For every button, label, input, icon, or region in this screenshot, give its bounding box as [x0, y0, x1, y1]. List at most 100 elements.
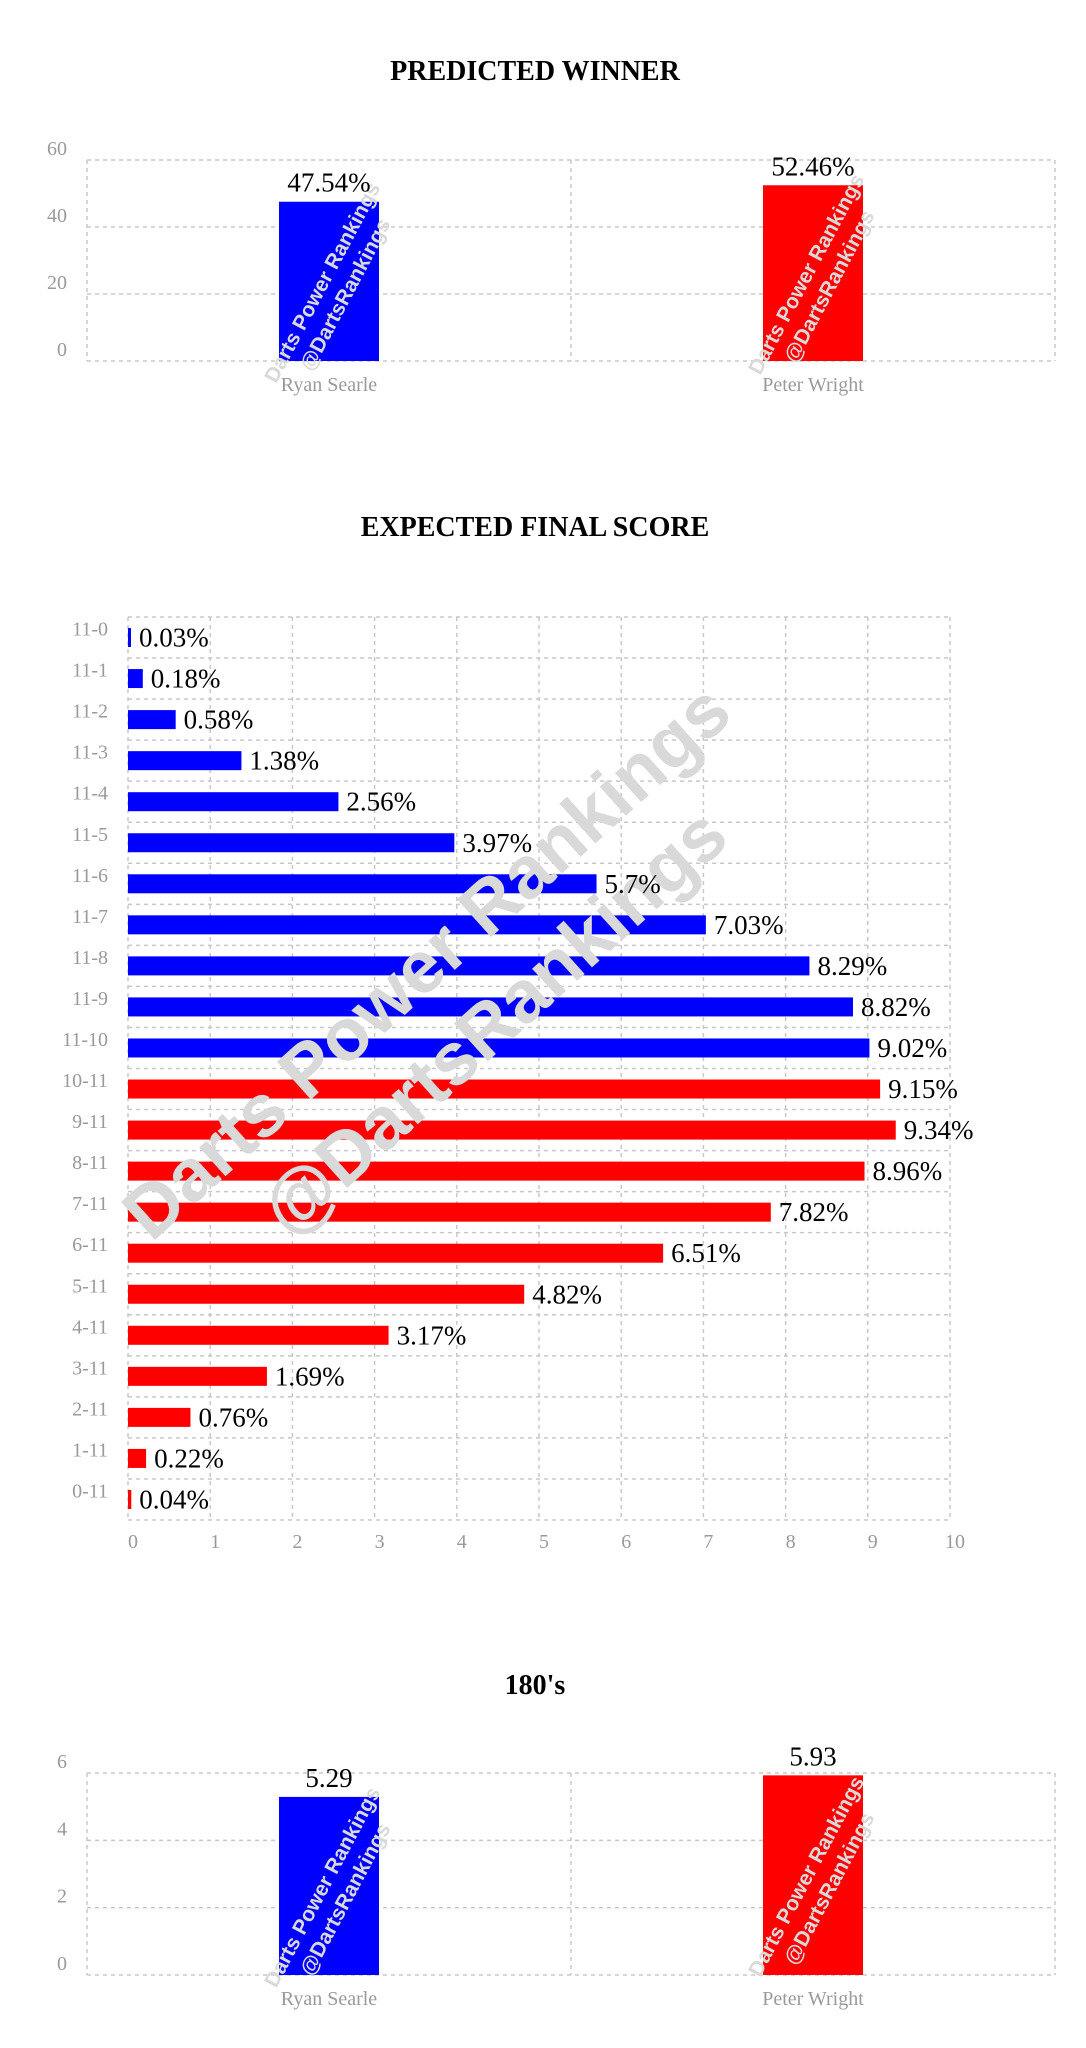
expected-final-score-bar-label-7-11: 7.82% [779, 1197, 849, 1227]
predicted-winner-bar-peter-wright [763, 185, 863, 361]
predicted-winner-ytick-label: 20 [47, 272, 67, 294]
expected-final-score-category-label-11-4: 11-4 [72, 783, 108, 805]
180s-bar-ryan-searle [279, 1796, 379, 1975]
180s-bar-peter-wright [763, 1775, 863, 1975]
180s-bar-label-peter-wright: 5.93 [789, 1741, 836, 1771]
expected-final-score-bar-label-11-4: 2.56% [346, 787, 416, 817]
expected-final-score-bar-label-3-11: 1.69% [275, 1361, 345, 1391]
expected-final-score-category-label-11-9: 11-9 [72, 988, 108, 1010]
predicted-winner-category-label-peter-wright: Peter Wright [762, 374, 864, 396]
180s-title: 180's [505, 1670, 566, 1701]
expected-final-score-bar-11-8 [128, 956, 810, 976]
expected-final-score-category-label-11-5: 11-5 [72, 824, 108, 846]
expected-final-score-xtick-label: 4 [457, 1531, 467, 1553]
expected-final-score-bar-11-0 [128, 628, 131, 648]
expected-final-score-category-label-11-6: 11-6 [72, 865, 108, 887]
expected-final-score-category-label-10-11: 10-11 [62, 1070, 108, 1092]
expected-final-score-bar-11-2 [128, 710, 176, 730]
expected-final-score-category-label-7-11: 7-11 [72, 1193, 108, 1215]
expected-final-score-bar-label-11-7: 7.03% [714, 910, 784, 940]
expected-final-score-category-label-6-11: 6-11 [72, 1234, 108, 1256]
expected-final-score-bar-label-1-11: 0.22% [154, 1443, 224, 1473]
expected-final-score-bar-label-11-6: 5.7% [605, 869, 661, 899]
expected-final-score-category-label-11-2: 11-2 [72, 701, 108, 723]
expected-final-score-category-label-11-0: 11-0 [72, 619, 108, 641]
expected-final-score-xtick-label: 10 [945, 1531, 965, 1553]
expected-final-score-bar-11-10 [128, 1038, 870, 1058]
expected-final-score-xtick-label: 5 [539, 1531, 549, 1553]
expected-final-score-xtick-label: 7 [703, 1531, 713, 1553]
expected-final-score-bar-label-0-11: 0.04% [139, 1484, 209, 1514]
expected-final-score-bar-11-4 [128, 792, 339, 812]
expected-final-score-xtick-label: 3 [375, 1531, 385, 1553]
expected-final-score-bar-1-11 [128, 1448, 147, 1468]
predicted-winner-ytick-label: 60 [47, 138, 67, 160]
expected-final-score-bar-11-5 [128, 833, 455, 853]
180s-bar-label-ryan-searle: 5.29 [305, 1763, 352, 1793]
expected-final-score-xtick-label: 2 [292, 1531, 302, 1553]
expected-final-score-category-label-11-10: 11-10 [62, 1029, 108, 1051]
expected-final-score-category-label-11-7: 11-7 [72, 906, 108, 928]
expected-final-score-xtick-label: 0 [128, 1531, 138, 1553]
predicted-winner-bar-ryan-searle [279, 201, 379, 361]
expected-final-score-bar-5-11 [128, 1284, 525, 1304]
180s-category-label-ryan-searle: Ryan Searle [281, 1988, 378, 2010]
predicted-winner-ytick-label: 40 [47, 205, 67, 227]
180s-ytick-label: 0 [57, 1953, 67, 1975]
predicted-winner-category-label-ryan-searle: Ryan Searle [281, 374, 378, 396]
180s-ytick-label: 6 [57, 1751, 67, 1773]
expected-final-score-bar-6-11 [128, 1243, 664, 1263]
expected-final-score-category-label-4-11: 4-11 [72, 1316, 108, 1338]
expected-final-score-bar-label-5-11: 4.82% [532, 1279, 602, 1309]
expected-final-score-xtick-label: 1 [210, 1531, 220, 1553]
expected-final-score-bar-label-2-11: 0.76% [198, 1402, 268, 1432]
expected-final-score-category-label-0-11: 0-11 [72, 1480, 108, 1502]
expected-final-score-category-label-5-11: 5-11 [72, 1275, 108, 1297]
expected-final-score-bar-label-6-11: 6.51% [671, 1238, 741, 1268]
expected-final-score-category-label-9-11: 9-11 [72, 1111, 108, 1133]
expected-final-score-bar-label-11-10: 9.02% [877, 1033, 947, 1063]
expected-final-score-bar-4-11 [128, 1325, 389, 1345]
expected-final-score-bar-label-8-11: 8.96% [873, 1156, 943, 1186]
180s-category-label-peter-wright: Peter Wright [762, 1988, 864, 2010]
expected-final-score-xtick-label: 8 [786, 1531, 796, 1553]
expected-final-score-bar-label-4-11: 3.17% [397, 1320, 467, 1350]
expected-final-score-bar-11-1 [128, 669, 143, 689]
expected-final-score-bar-3-11 [128, 1366, 267, 1386]
expected-final-score-bar-0-11 [128, 1489, 132, 1509]
180s-ytick-label: 4 [57, 1818, 67, 1840]
predicted-winner-ytick-label: 0 [57, 339, 67, 361]
expected-final-score-bar-label-9-11: 9.34% [904, 1115, 974, 1145]
expected-final-score-bar-label-11-3: 1.38% [249, 746, 319, 776]
expected-final-score-category-label-2-11: 2-11 [72, 1398, 108, 1420]
expected-final-score-bar-8-11 [128, 1161, 865, 1181]
180s-ytick-label: 2 [57, 1886, 67, 1908]
expected-final-score-bar-label-11-2: 0.58% [184, 705, 254, 735]
predicted-winner-bar-label-peter-wright: 52.46% [771, 151, 854, 181]
expected-final-score-bar-7-11 [128, 1202, 771, 1222]
expected-final-score-title: EXPECTED FINAL SCORE [361, 512, 710, 543]
expected-final-score-bar-9-11 [128, 1120, 896, 1140]
expected-final-score-bar-11-6 [128, 874, 597, 894]
expected-final-score-category-label-1-11: 1-11 [72, 1439, 108, 1461]
expected-final-score-category-label-3-11: 3-11 [72, 1357, 108, 1379]
expected-final-score-bar-label-11-5: 3.97% [462, 828, 532, 858]
expected-final-score-bar-label-11-9: 8.82% [861, 992, 931, 1022]
expected-final-score-bar-11-9 [128, 997, 854, 1017]
expected-final-score-category-label-11-8: 11-8 [72, 947, 108, 969]
expected-final-score-category-label-8-11: 8-11 [72, 1152, 108, 1174]
expected-final-score-bar-label-11-1: 0.18% [151, 664, 221, 694]
expected-final-score-bar-10-11 [128, 1079, 881, 1099]
expected-final-score-bar-11-7 [128, 915, 706, 935]
expected-final-score-bar-2-11 [128, 1407, 191, 1427]
expected-final-score-category-label-11-1: 11-1 [72, 660, 108, 682]
expected-final-score-xtick-label: 6 [621, 1531, 631, 1553]
predicted-winner-bar-label-ryan-searle: 47.54% [287, 168, 370, 198]
expected-final-score-bar-label-11-0: 0.03% [139, 623, 209, 653]
expected-final-score-category-label-11-3: 11-3 [72, 742, 108, 764]
expected-final-score-bar-11-3 [128, 751, 242, 771]
expected-final-score-bar-label-11-8: 8.29% [817, 951, 887, 981]
expected-final-score-xtick-label: 9 [868, 1531, 878, 1553]
expected-final-score-bar-label-10-11: 9.15% [888, 1074, 958, 1104]
